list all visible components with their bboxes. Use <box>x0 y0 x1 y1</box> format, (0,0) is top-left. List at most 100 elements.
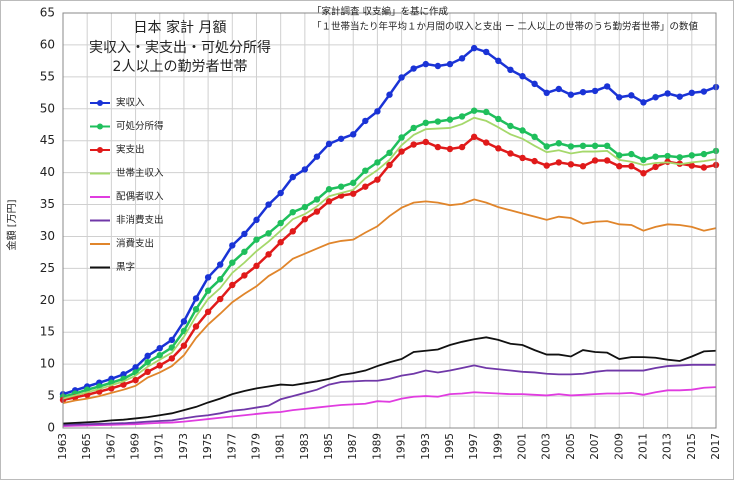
point <box>362 183 369 190</box>
point <box>567 143 575 150</box>
point <box>217 261 224 268</box>
point <box>483 48 490 56</box>
point <box>519 73 526 80</box>
point <box>688 162 696 169</box>
point <box>289 173 296 181</box>
point <box>676 93 683 100</box>
point <box>446 145 454 153</box>
legend-marker <box>97 100 103 106</box>
x-tick-label: 2013 <box>662 433 674 460</box>
point <box>168 355 176 362</box>
point <box>688 89 696 97</box>
point <box>229 242 236 249</box>
point <box>458 143 466 151</box>
point <box>362 167 369 174</box>
point <box>628 163 635 170</box>
y-tick-label: 50 <box>40 101 55 115</box>
point <box>628 92 635 99</box>
x-tick-label: 1973 <box>178 433 190 460</box>
y-tick-label: 40 <box>40 165 55 179</box>
x-tick-label: 1987 <box>347 433 359 460</box>
point <box>144 368 151 376</box>
y-tick-label: 65 <box>40 6 55 20</box>
point <box>603 142 611 149</box>
x-tick-label: 2015 <box>686 433 698 460</box>
point <box>325 198 333 205</box>
x-tick-label: 2011 <box>637 433 649 460</box>
point <box>229 259 236 266</box>
x-tick-label: 1995 <box>444 433 456 460</box>
point <box>700 164 708 171</box>
series-line <box>62 363 716 426</box>
point <box>108 385 115 392</box>
point <box>422 60 429 68</box>
point <box>241 272 248 279</box>
point <box>616 152 623 159</box>
legend-label: 黒字 <box>116 261 135 273</box>
point <box>410 141 417 148</box>
point <box>591 142 599 149</box>
point <box>144 359 151 366</box>
point <box>325 186 333 193</box>
point <box>603 157 611 164</box>
point <box>410 124 417 132</box>
point <box>688 152 696 159</box>
point <box>579 163 587 170</box>
point <box>531 80 538 88</box>
legend-label: 非消費支出 <box>116 214 164 226</box>
point <box>567 91 575 98</box>
point <box>386 161 393 169</box>
point <box>470 107 478 114</box>
point <box>192 323 200 330</box>
point <box>640 156 647 164</box>
x-tick-label: 2017 <box>710 433 722 460</box>
point <box>664 152 671 160</box>
point <box>313 208 321 215</box>
x-tick-label: 2003 <box>541 433 553 460</box>
point <box>616 163 623 170</box>
point <box>519 127 526 134</box>
point <box>253 262 260 270</box>
point <box>422 119 429 127</box>
y-tick-label: 0 <box>47 421 55 435</box>
point <box>579 142 587 149</box>
point <box>531 157 538 165</box>
x-tick-label: 1979 <box>250 433 262 460</box>
point <box>156 344 163 352</box>
y-tick-label: 25 <box>40 261 55 275</box>
point <box>180 318 188 325</box>
x-tick-label: 2005 <box>565 433 577 460</box>
point <box>543 89 550 97</box>
point <box>192 306 200 313</box>
point <box>289 228 296 235</box>
point <box>217 276 224 283</box>
chart-title: 2人以上の勤労者世帯 <box>113 59 248 75</box>
lines <box>59 44 720 427</box>
point <box>398 134 405 141</box>
point <box>591 87 599 95</box>
point <box>446 60 454 68</box>
point <box>664 90 671 97</box>
point <box>555 85 562 93</box>
point <box>543 162 550 169</box>
point <box>204 287 212 294</box>
point <box>313 196 321 203</box>
x-tick-label: 1991 <box>396 433 408 460</box>
point <box>337 135 345 142</box>
point <box>495 115 502 123</box>
point <box>398 148 405 155</box>
x-tick-label: 2007 <box>589 433 601 460</box>
point <box>700 150 708 158</box>
point <box>325 140 333 148</box>
point <box>120 381 127 388</box>
point <box>253 216 260 224</box>
point <box>144 352 151 360</box>
legend-label: 消費支出 <box>116 238 154 250</box>
point <box>700 88 708 95</box>
legend-label: 実支出 <box>116 144 145 156</box>
point <box>277 219 284 227</box>
point <box>192 295 200 302</box>
point <box>543 143 550 150</box>
point <box>350 179 357 187</box>
series-line <box>62 336 717 425</box>
